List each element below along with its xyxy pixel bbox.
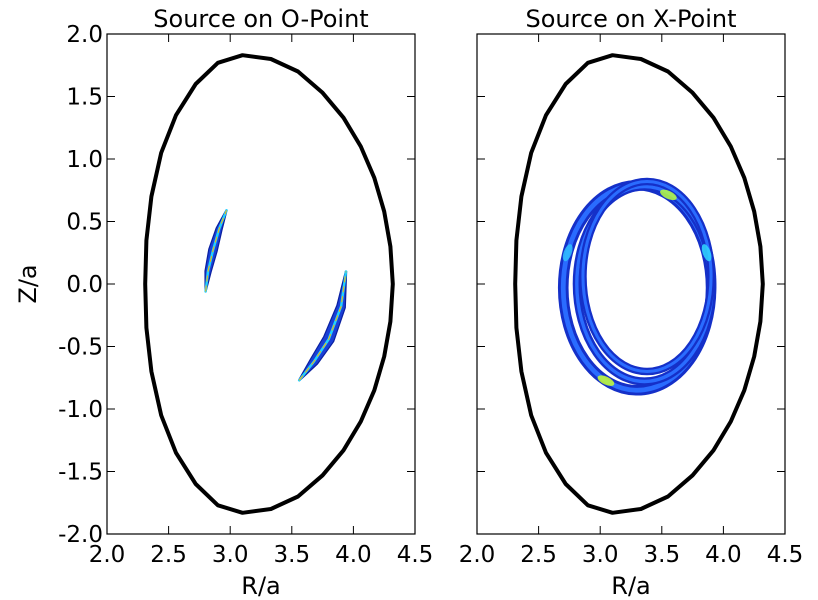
x-tick-label: 3.5 bbox=[274, 542, 311, 568]
island-hot-0 bbox=[205, 210, 227, 292]
y-tick-label: -1.0 bbox=[58, 397, 103, 423]
y-tick-label: 1.5 bbox=[66, 85, 103, 111]
panel-source-x-point: Source on X-Point 2.0 2.5 3.0 3.5 4.0 4.5 R/a bbox=[459, 5, 804, 600]
y-tick-label: -2.0 bbox=[58, 522, 103, 548]
plasma-boundary bbox=[143, 53, 395, 515]
ring-mid-2 bbox=[581, 179, 713, 374]
x-tick-label: 3.0 bbox=[582, 542, 619, 568]
x-axis-label: R/a bbox=[611, 572, 650, 600]
island-1 bbox=[297, 270, 348, 382]
y-tick-label: 2.0 bbox=[66, 22, 103, 48]
ring-hotspot-1 bbox=[597, 375, 615, 386]
y-ticks: 2.0 1.5 1.0 0.5 0.0 -0.5 -1.0 -1.5 -2.0 bbox=[58, 22, 415, 548]
y-tick-label: 1.0 bbox=[66, 147, 103, 173]
chart-title: Source on O-Point bbox=[153, 5, 368, 33]
plasma-boundary bbox=[513, 53, 765, 515]
axes-frame bbox=[476, 33, 786, 535]
x-tick-label: 2.5 bbox=[520, 542, 557, 568]
chart-title: Source on X-Point bbox=[525, 5, 736, 33]
y-tick-label: 0.0 bbox=[66, 272, 103, 298]
panel-source-o-point: Source on O-Point 2.0 2.5 3.0 3.5 4.0 4.5 2.0… bbox=[14, 5, 433, 600]
plot-area bbox=[143, 53, 395, 515]
ring-hotspot-2 bbox=[701, 244, 712, 262]
y-tick-label: -1.5 bbox=[58, 460, 103, 486]
x-tick-label: 3.0 bbox=[212, 542, 249, 568]
x-tick-label: 4.5 bbox=[767, 542, 804, 568]
x-tick-label: 4.0 bbox=[705, 542, 742, 568]
x-ticks: 2.0 2.5 3.0 3.5 4.0 4.5 bbox=[459, 34, 804, 568]
x-tick-label: 3.5 bbox=[644, 542, 681, 568]
y-tick-label: 0.5 bbox=[66, 210, 103, 236]
x-tick-label: 4.0 bbox=[335, 542, 372, 568]
y-ticks bbox=[477, 33, 785, 535]
x-tick-label: 2.5 bbox=[150, 542, 187, 568]
x-tick-label: 4.5 bbox=[397, 542, 434, 568]
ring-hotspot-3 bbox=[562, 244, 573, 262]
y-tick-label: -0.5 bbox=[58, 335, 103, 361]
x-axis-label: R/a bbox=[241, 572, 280, 600]
ring-hotspot-0 bbox=[660, 189, 677, 201]
island-hot-1 bbox=[298, 271, 347, 381]
y-axis-label: Z/a bbox=[14, 264, 42, 303]
x-tick-label: 2.0 bbox=[459, 542, 496, 568]
x-tick-label: 2.0 bbox=[89, 542, 126, 568]
axes-frame bbox=[106, 33, 416, 535]
plot-area bbox=[513, 53, 765, 515]
x-ticks: 2.0 2.5 3.0 3.5 4.0 4.5 bbox=[89, 34, 434, 568]
